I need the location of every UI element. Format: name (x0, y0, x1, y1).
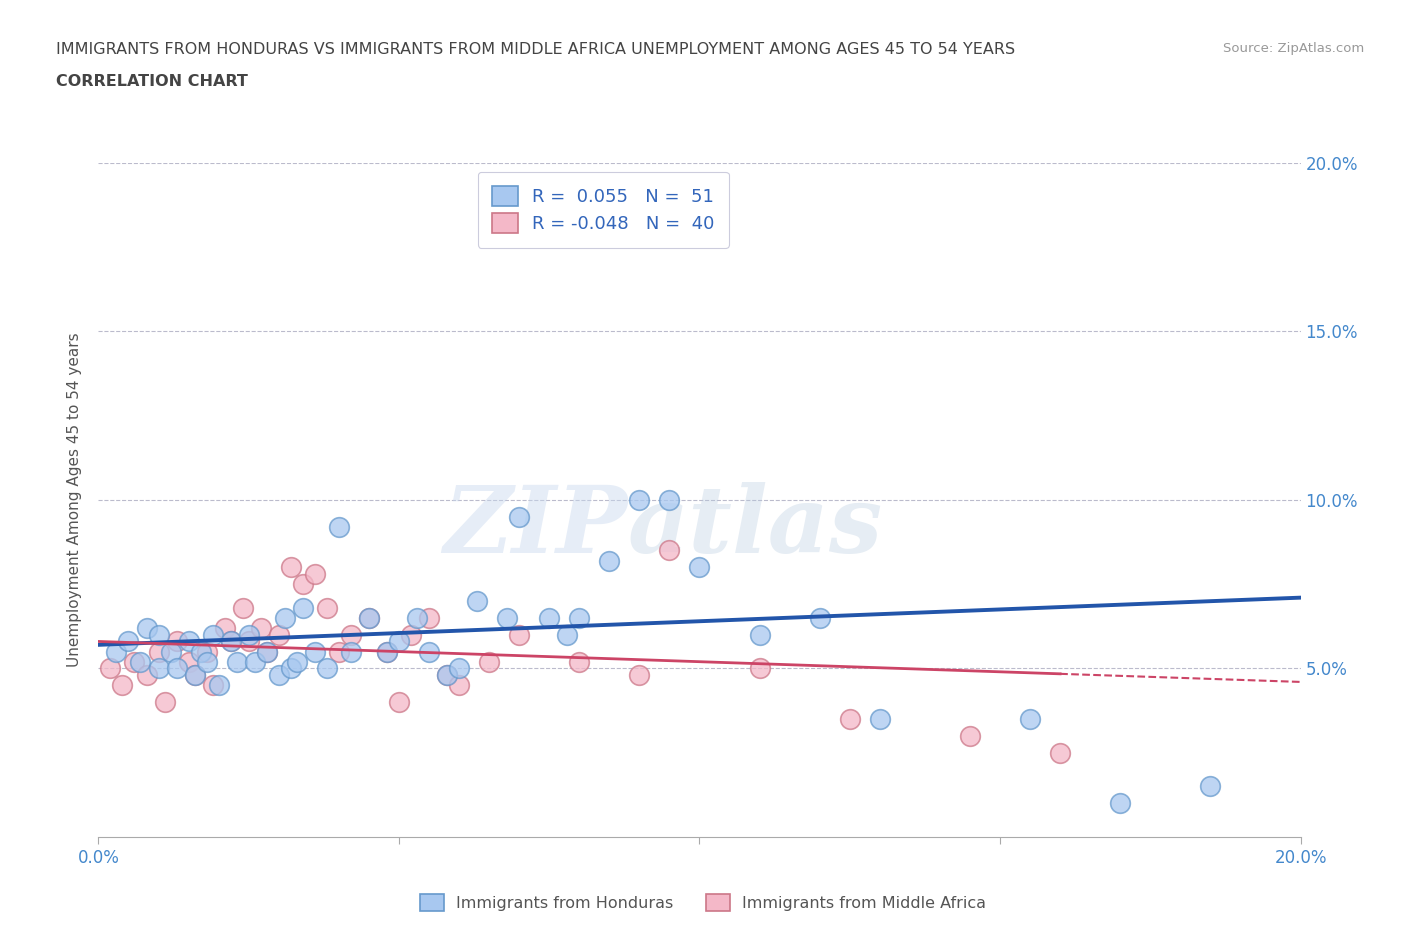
Point (274, 610, 297, 625)
Point (183, 668, 205, 683)
Point (1049, 745, 1071, 760)
Point (328, 644, 350, 659)
Point (148, 644, 170, 659)
Point (135, 668, 157, 683)
Point (249, 620, 271, 635)
Point (436, 668, 458, 683)
Point (225, 655, 247, 670)
Text: atlas: atlas (627, 482, 883, 572)
Point (238, 634, 260, 649)
Point (598, 553, 620, 568)
Point (232, 601, 254, 616)
Point (628, 668, 651, 683)
Point (478, 655, 501, 670)
Point (357, 610, 380, 625)
Point (555, 628, 578, 643)
Point (117, 634, 139, 649)
Point (375, 644, 398, 659)
Point (153, 695, 176, 710)
Point (340, 628, 363, 643)
Point (340, 644, 363, 659)
Point (388, 695, 411, 710)
Point (1109, 796, 1132, 811)
Legend: R =  0.055   N =  51, R = -0.048   N =  40: R = 0.055 N = 51, R = -0.048 N = 40 (478, 172, 728, 247)
Point (496, 610, 519, 625)
Point (214, 620, 236, 635)
Point (148, 661, 170, 676)
Point (375, 644, 398, 659)
Point (869, 711, 891, 726)
Point (465, 593, 488, 608)
Legend: Immigrants from Honduras, Immigrants from Middle Africa: Immigrants from Honduras, Immigrants fro… (413, 888, 993, 917)
Point (1019, 711, 1042, 726)
Point (280, 560, 302, 575)
Point (538, 610, 561, 625)
Point (315, 601, 337, 616)
Y-axis label: Unemployment Among Ages 45 to 54 years: Unemployment Among Ages 45 to 54 years (67, 333, 83, 667)
Point (148, 628, 170, 643)
Point (177, 634, 200, 649)
Point (267, 668, 290, 683)
Point (243, 655, 266, 670)
Point (399, 628, 422, 643)
Point (388, 634, 411, 649)
Point (135, 620, 157, 635)
Point (100, 661, 122, 676)
Point (568, 610, 591, 625)
Point (195, 644, 218, 659)
Point (447, 678, 470, 693)
Point (291, 601, 314, 616)
Point (808, 610, 831, 625)
Point (418, 610, 440, 625)
Point (291, 577, 314, 591)
Point (658, 543, 681, 558)
Point (508, 628, 530, 643)
Point (406, 610, 429, 625)
Point (256, 644, 278, 659)
Point (357, 610, 380, 625)
Point (748, 661, 770, 676)
Point (447, 661, 470, 676)
Point (304, 644, 326, 659)
Point (219, 634, 242, 649)
Point (838, 711, 860, 726)
Point (689, 560, 711, 575)
Point (280, 661, 302, 676)
Text: ZIP: ZIP (443, 482, 627, 572)
Point (1199, 779, 1222, 794)
Text: Source: ZipAtlas.com: Source: ZipAtlas.com (1223, 42, 1364, 55)
Point (195, 655, 218, 670)
Point (304, 566, 326, 581)
Point (256, 644, 278, 659)
Point (658, 493, 681, 508)
Point (166, 634, 188, 649)
Point (111, 678, 134, 693)
Point (201, 628, 224, 643)
Point (190, 644, 212, 659)
Point (177, 655, 200, 670)
Point (219, 634, 242, 649)
Point (238, 628, 260, 643)
Point (628, 493, 651, 508)
Point (315, 661, 337, 676)
Point (159, 644, 181, 659)
Point (183, 668, 205, 683)
Text: CORRELATION CHART: CORRELATION CHART (56, 74, 247, 89)
Point (124, 655, 146, 670)
Point (105, 644, 128, 659)
Point (568, 655, 591, 670)
Point (328, 520, 350, 535)
Point (748, 628, 770, 643)
Point (201, 678, 224, 693)
Point (267, 628, 290, 643)
Point (285, 655, 308, 670)
Point (129, 655, 152, 670)
Point (436, 668, 458, 683)
Point (208, 678, 231, 693)
Point (166, 661, 188, 676)
Point (418, 644, 440, 659)
Text: IMMIGRANTS FROM HONDURAS VS IMMIGRANTS FROM MIDDLE AFRICA UNEMPLOYMENT AMONG AGE: IMMIGRANTS FROM HONDURAS VS IMMIGRANTS F… (56, 42, 1015, 57)
Point (508, 510, 530, 525)
Point (959, 728, 981, 743)
